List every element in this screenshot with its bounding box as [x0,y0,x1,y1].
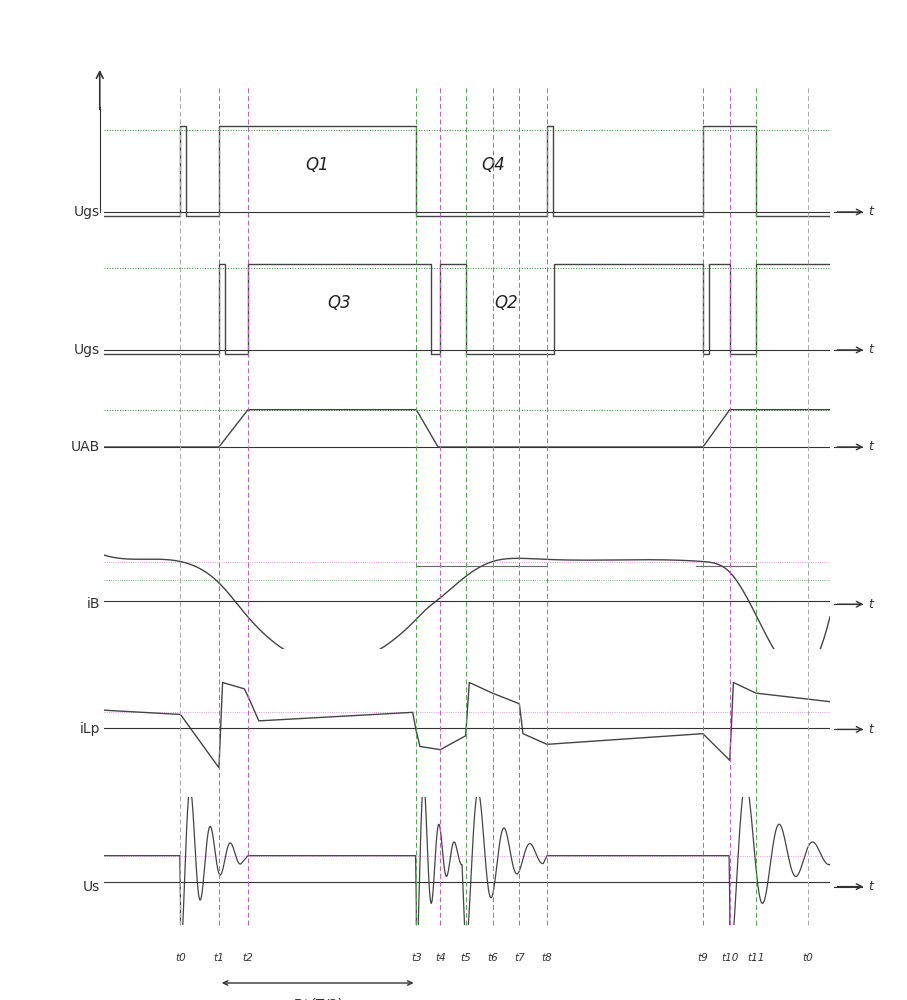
Text: t8: t8 [541,953,552,963]
Text: Q4: Q4 [482,156,505,174]
Text: iLp: iLp [79,722,100,736]
Text: t: t [868,343,873,356]
Text: t: t [868,598,873,611]
Text: t6: t6 [487,953,498,963]
Text: t: t [868,880,873,893]
Text: Ugs: Ugs [73,205,100,219]
Text: t11: t11 [747,953,765,963]
Text: t10: t10 [721,953,738,963]
Text: t: t [868,723,873,736]
Text: D*(T/2): D*(T/2) [292,998,343,1000]
Text: t0: t0 [175,953,186,963]
Text: UAB: UAB [71,440,100,454]
Text: Q1: Q1 [306,156,329,174]
Text: t5: t5 [460,953,471,963]
Text: t9: t9 [697,953,708,963]
Text: Q2: Q2 [494,294,518,312]
Text: t4: t4 [434,953,445,963]
Text: Q3: Q3 [327,294,351,312]
Text: t3: t3 [411,953,422,963]
Text: t7: t7 [514,953,525,963]
Text: t1: t1 [213,953,224,963]
Text: t: t [868,440,873,454]
Text: t0: t0 [803,953,814,963]
Text: iB: iB [86,597,100,611]
Text: t2: t2 [242,953,253,963]
Text: Ugs: Ugs [73,343,100,357]
Text: t: t [868,205,873,218]
Text: Us: Us [83,880,100,894]
